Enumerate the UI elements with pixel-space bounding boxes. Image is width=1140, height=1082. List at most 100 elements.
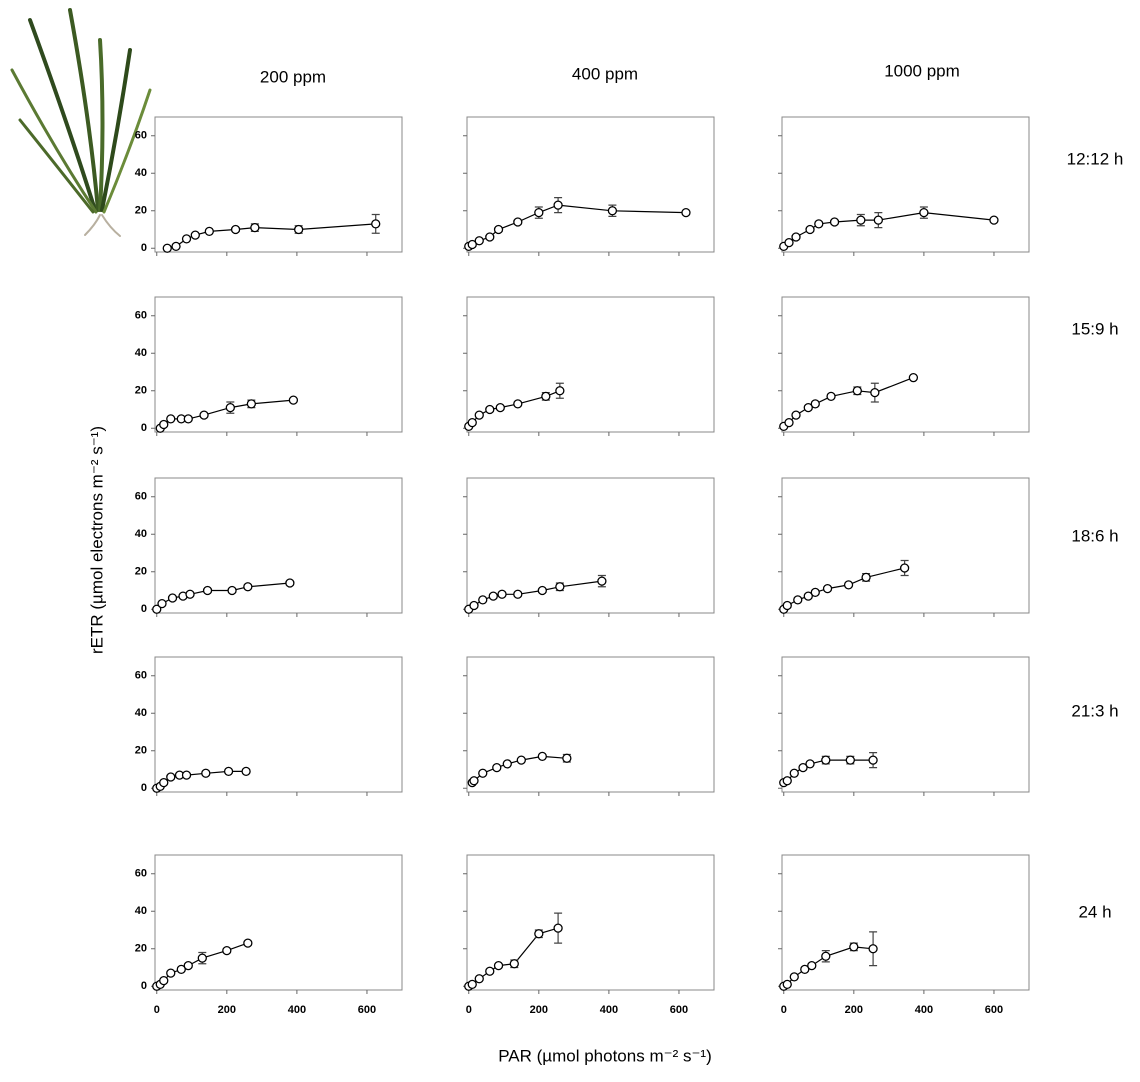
y-tick-label: 0 — [141, 603, 147, 615]
data-point — [789, 768, 799, 778]
panel — [463, 656, 715, 796]
panel — [463, 116, 715, 256]
data-point — [166, 772, 176, 782]
data-point — [541, 391, 551, 402]
data-point — [789, 972, 799, 982]
column-label: 400 ppm — [572, 64, 638, 83]
y-tick-label: 0 — [141, 782, 147, 794]
data-point — [807, 960, 817, 971]
data-point — [555, 386, 565, 396]
panel — [778, 116, 1030, 256]
y-tick-label: 20 — [135, 385, 147, 397]
y-tick-label: 40 — [135, 167, 147, 179]
data-point — [485, 232, 495, 242]
panel-frame — [466, 656, 715, 793]
data-point — [171, 241, 181, 252]
data-point — [821, 951, 831, 961]
panel: 0 20 40 60 — [135, 116, 403, 256]
data-point — [681, 207, 691, 218]
y-tick-label: 20 — [135, 205, 147, 217]
data-point — [849, 942, 859, 952]
data-point — [856, 215, 866, 225]
data-point — [157, 598, 167, 609]
panel: 0 200 400 600 — [463, 854, 715, 1016]
data-line — [156, 942, 249, 987]
data-point — [908, 372, 919, 383]
plant-illustration — [10, 8, 152, 237]
panel-frame — [781, 116, 1030, 253]
data-point — [250, 222, 260, 233]
data-point — [222, 945, 232, 956]
data-point — [800, 964, 810, 975]
data-point — [467, 979, 477, 990]
data-point — [243, 938, 253, 948]
data-point — [513, 217, 523, 227]
x-tick-label: 200 — [845, 1004, 863, 1016]
data-point — [190, 230, 200, 240]
x-tick-label: 0 — [466, 1004, 472, 1016]
data-point — [495, 402, 505, 413]
data-point — [919, 207, 929, 218]
panel: 0 20 40 60 — [135, 296, 403, 436]
data-point — [162, 243, 172, 253]
data-point — [873, 215, 883, 225]
row-label: 18:6 h — [1071, 526, 1118, 545]
data-point — [467, 417, 477, 428]
y-tick-label: 60 — [135, 310, 147, 322]
data-point — [534, 929, 544, 939]
data-point — [478, 768, 488, 778]
panel: 0 20 40 60 — [135, 656, 403, 796]
data-point — [829, 217, 840, 227]
data-line — [468, 204, 687, 247]
panel: 0 200 400 600 — [778, 854, 1030, 1016]
data-line — [159, 399, 294, 429]
data-point — [371, 219, 381, 229]
data-point — [243, 582, 253, 592]
data-point — [467, 239, 477, 250]
x-tick-label: 200 — [530, 1004, 548, 1016]
data-point — [791, 410, 801, 420]
data-point — [159, 777, 169, 788]
data-point — [509, 959, 519, 969]
data-point — [285, 578, 295, 588]
data-point — [488, 591, 498, 601]
data-point — [493, 224, 504, 235]
x-tick-label: 400 — [915, 1004, 933, 1016]
y-tick-label: 40 — [135, 347, 147, 359]
data-point — [852, 386, 862, 396]
y-tick-label: 60 — [135, 868, 147, 880]
data-point — [803, 591, 813, 601]
data-point — [201, 768, 211, 778]
y-tick-label: 40 — [135, 707, 147, 719]
data-point — [826, 391, 836, 402]
x-tick-label: 600 — [670, 1004, 688, 1016]
data-point — [798, 762, 808, 773]
data-point — [197, 953, 207, 963]
y-tick-label: 60 — [135, 670, 147, 682]
data-point — [288, 395, 299, 405]
data-point — [185, 589, 195, 599]
data-point — [181, 234, 192, 244]
data-point — [166, 968, 176, 978]
data-point — [537, 751, 547, 762]
data-point — [497, 589, 507, 599]
panel: 0 20 40 60 — [135, 477, 403, 617]
y-tick-label: 0 — [141, 980, 147, 992]
data-point — [607, 206, 618, 216]
panel-frame — [781, 296, 1030, 433]
data-point — [469, 776, 479, 786]
data-point — [159, 419, 169, 430]
data-point — [555, 582, 565, 592]
data-point — [485, 966, 495, 976]
data-point — [493, 960, 504, 971]
data-point — [230, 224, 241, 235]
panel-frame — [466, 116, 715, 253]
data-point — [516, 755, 526, 765]
data-point — [183, 960, 193, 971]
column-label: 200 ppm — [260, 67, 326, 86]
y-tick-label: 20 — [135, 943, 147, 955]
panel-frame — [781, 656, 1030, 793]
panel-frame — [781, 477, 1030, 614]
